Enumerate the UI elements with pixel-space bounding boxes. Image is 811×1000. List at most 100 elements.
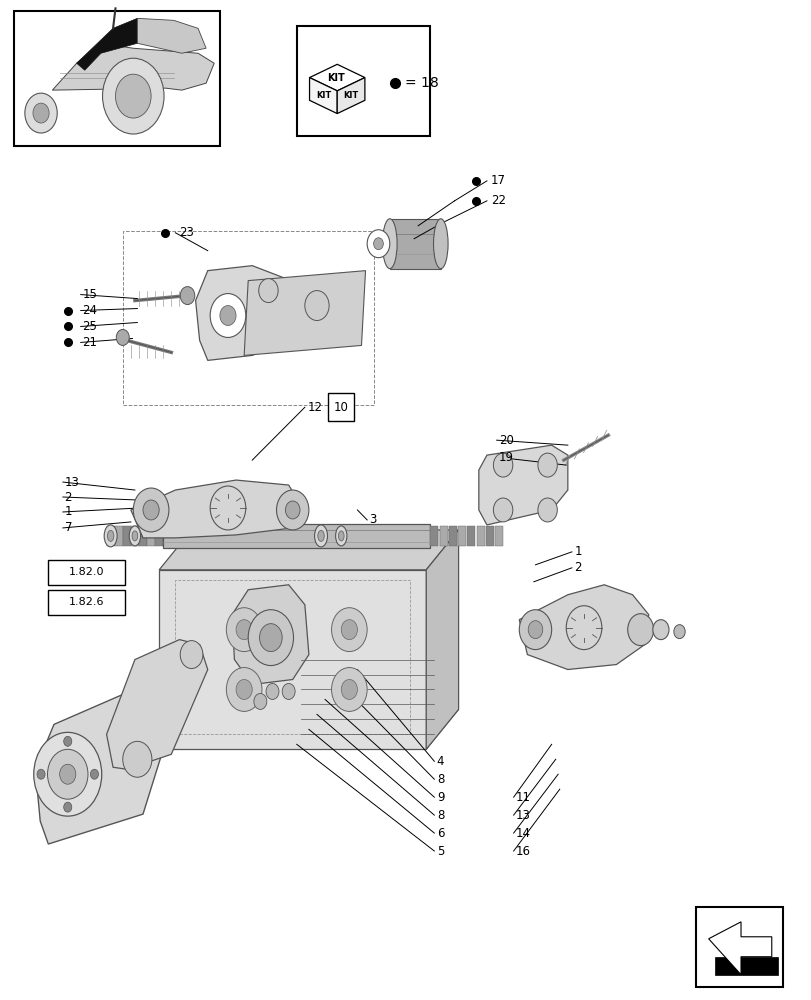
- Circle shape: [25, 93, 57, 133]
- Circle shape: [367, 230, 389, 258]
- Polygon shape: [106, 640, 208, 769]
- Bar: [147, 526, 155, 546]
- Text: = 18: = 18: [405, 76, 439, 90]
- Bar: [430, 526, 438, 546]
- Bar: [122, 526, 131, 546]
- Text: 6: 6: [436, 827, 444, 840]
- Circle shape: [226, 668, 262, 711]
- Bar: [14, 11, 220, 146]
- Bar: [49, 590, 125, 615]
- Bar: [49, 560, 125, 585]
- Circle shape: [133, 488, 169, 532]
- Text: 11: 11: [515, 791, 530, 804]
- Bar: [114, 526, 122, 546]
- Text: 14: 14: [515, 827, 530, 840]
- Circle shape: [304, 291, 328, 321]
- Polygon shape: [337, 78, 364, 114]
- Bar: [46, 749, 78, 799]
- Polygon shape: [159, 530, 458, 570]
- Text: 23: 23: [179, 226, 194, 239]
- Text: 5: 5: [436, 845, 444, 858]
- Circle shape: [63, 736, 71, 746]
- Bar: [457, 526, 466, 546]
- Circle shape: [341, 620, 357, 640]
- Text: 13: 13: [64, 476, 79, 489]
- Text: 16: 16: [515, 845, 530, 858]
- Text: 2: 2: [573, 561, 581, 574]
- Circle shape: [180, 641, 203, 669]
- Bar: [106, 526, 114, 546]
- Polygon shape: [159, 570, 426, 749]
- Text: 8: 8: [436, 773, 444, 786]
- Text: 24: 24: [82, 304, 97, 317]
- Text: 2: 2: [64, 491, 72, 504]
- Circle shape: [493, 453, 513, 477]
- Bar: [139, 526, 147, 546]
- Polygon shape: [714, 957, 777, 975]
- Bar: [448, 526, 457, 546]
- Polygon shape: [389, 219, 440, 269]
- Ellipse shape: [107, 530, 114, 541]
- Text: 17: 17: [491, 174, 505, 187]
- Text: KIT: KIT: [326, 73, 344, 83]
- Polygon shape: [131, 480, 300, 538]
- Circle shape: [260, 624, 282, 652]
- Bar: [476, 526, 484, 546]
- Polygon shape: [232, 585, 308, 684]
- Circle shape: [331, 668, 367, 711]
- Text: 20: 20: [499, 434, 513, 447]
- Circle shape: [527, 621, 542, 639]
- Circle shape: [537, 498, 556, 522]
- Circle shape: [277, 490, 308, 530]
- Circle shape: [248, 610, 293, 666]
- Ellipse shape: [104, 525, 117, 547]
- Circle shape: [537, 453, 556, 477]
- Circle shape: [519, 610, 551, 650]
- Polygon shape: [159, 709, 458, 749]
- Circle shape: [331, 608, 367, 652]
- Circle shape: [673, 625, 684, 639]
- Text: 1: 1: [573, 545, 581, 558]
- Polygon shape: [52, 43, 214, 90]
- Ellipse shape: [335, 526, 346, 546]
- Polygon shape: [36, 694, 163, 844]
- Text: 1.82.6: 1.82.6: [69, 597, 105, 607]
- Text: 7: 7: [64, 521, 72, 534]
- Polygon shape: [426, 530, 458, 749]
- Circle shape: [259, 279, 278, 303]
- Ellipse shape: [132, 531, 138, 541]
- Circle shape: [220, 306, 236, 325]
- Circle shape: [652, 620, 668, 640]
- Text: 21: 21: [82, 336, 97, 349]
- Text: 25: 25: [82, 320, 97, 333]
- Text: 10: 10: [333, 401, 348, 414]
- Text: 3: 3: [369, 513, 376, 526]
- Bar: [495, 526, 503, 546]
- Text: 22: 22: [491, 194, 505, 207]
- Circle shape: [116, 329, 129, 345]
- Circle shape: [282, 683, 294, 699]
- Bar: [695, 907, 782, 987]
- Polygon shape: [195, 266, 290, 360]
- Ellipse shape: [129, 526, 140, 546]
- Circle shape: [34, 732, 101, 816]
- Circle shape: [373, 238, 383, 250]
- Circle shape: [102, 58, 164, 134]
- Ellipse shape: [338, 531, 344, 541]
- Bar: [485, 526, 493, 546]
- Bar: [439, 526, 447, 546]
- Circle shape: [266, 683, 279, 699]
- Circle shape: [236, 620, 252, 640]
- Circle shape: [236, 680, 252, 699]
- Circle shape: [627, 614, 653, 646]
- Circle shape: [90, 769, 98, 779]
- Circle shape: [254, 693, 267, 709]
- Bar: [466, 526, 474, 546]
- Circle shape: [226, 608, 262, 652]
- Text: 19: 19: [499, 451, 513, 464]
- FancyBboxPatch shape: [328, 393, 354, 421]
- Circle shape: [33, 103, 49, 123]
- Text: 1: 1: [64, 505, 72, 518]
- Circle shape: [63, 802, 71, 812]
- Circle shape: [341, 680, 357, 699]
